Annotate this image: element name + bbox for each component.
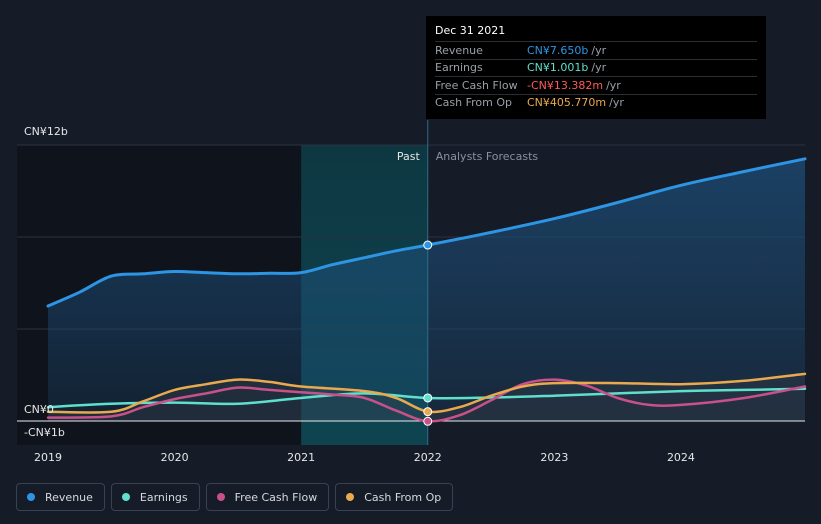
legend-item-earnings[interactable]: Earnings [110,483,200,511]
tooltip-unit: /yr [606,78,621,92]
y-tick-label: CN¥12b [24,125,68,138]
data-tooltip: Dec 31 2021 Revenue CN¥7.650b /yr Earnin… [426,16,766,119]
x-tick-label: 2022 [414,451,442,464]
legend-label: Cash From Op [364,490,442,504]
series-lines [46,157,807,423]
tooltip-label: Earnings [435,61,483,75]
legend-dot-icon [27,493,35,501]
x-tick-label: 2023 [540,451,568,464]
legend-label: Earnings [139,490,188,504]
tooltip-label: Revenue [435,43,483,57]
tooltip-label: Cash From Op [435,96,513,110]
marker-earnings [423,393,433,403]
tooltip-markers [423,240,433,426]
legend-item-cash-from-op[interactable]: Cash From Op [335,483,454,511]
y-axis: CN¥12b CN¥0 -CN¥1b [24,125,68,439]
tooltip-unit: /yr [609,96,624,110]
tooltip-value: CN¥405.770m [527,96,607,110]
series-line-revenue [46,157,807,308]
x-tick-label: 2024 [667,451,695,464]
legend-label: Free Cash Flow [234,490,318,504]
legend-label: Revenue [45,490,93,504]
tooltip-date: Dec 31 2021 [435,24,506,37]
series-line-free-cash-flow [46,378,807,423]
tooltip-value: -CN¥13.382m [527,78,604,92]
x-tick-label: 2021 [287,451,315,464]
marker-revenue [423,240,433,250]
legend-item-free-cash-flow[interactable]: Free Cash Flow [205,483,330,511]
x-tick-label: 2019 [34,451,62,464]
legend-item-revenue[interactable]: Revenue [16,483,105,511]
legend-dot-icon [346,493,355,501]
legend-dot-icon [121,493,130,501]
tooltip-unit: /yr [591,61,607,75]
forecast-label: Analysts Forecasts [436,150,539,163]
tooltip-row-cash-from-op: Cash From Op CN¥405.770m /yr [435,93,757,112]
legend: Revenue Earnings Free Cash Flow Cash Fro… [16,483,454,511]
cashflow-area [48,373,805,421]
x-axis: 2019 2020 2021 2022 2023 2024 [34,451,695,464]
series-line-cash-from-op [46,372,807,414]
tooltip-value: CN¥1.001b [527,61,589,75]
x-tick-label: 2020 [161,451,189,464]
revenue-area [48,158,805,422]
tooltip-value: CN¥7.650b [527,43,589,57]
marker-cash-from-op [423,407,433,417]
tooltip-row-free-cash-flow: Free Cash Flow -CN¥13.382m /yr [435,76,757,94]
legend-dot-icon [216,493,225,501]
marker-free-cash-flow [423,416,433,426]
tooltip-unit: /yr [591,43,607,57]
y-tick-label: CN¥0 [24,403,54,416]
tooltip-row-revenue: Revenue CN¥7.650b /yr [435,41,757,59]
tooltip-label: Free Cash Flow [435,78,518,92]
tooltip-row-earnings: Earnings CN¥1.001b /yr [435,58,757,77]
past-label: Past [397,150,421,163]
y-tick-label: -CN¥1b [24,426,65,439]
